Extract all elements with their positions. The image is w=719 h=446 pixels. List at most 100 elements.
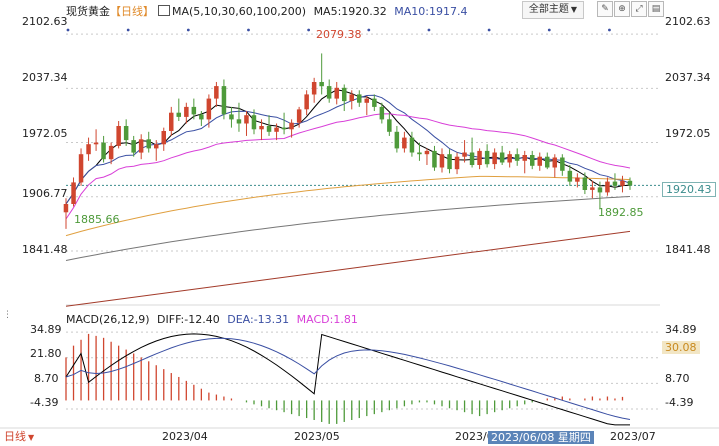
candle-body bbox=[454, 156, 460, 170]
event-marker bbox=[487, 28, 491, 32]
candle-body bbox=[394, 131, 400, 149]
candle-body bbox=[560, 157, 565, 171]
diff-line bbox=[65, 333, 630, 426]
ma-settings-icon[interactable] bbox=[158, 5, 170, 16]
add-indicator-icon[interactable]: ✎ bbox=[597, 1, 613, 17]
ma30-line bbox=[65, 113, 631, 220]
candle-body bbox=[214, 86, 219, 99]
candle-body bbox=[597, 187, 603, 193]
candle-body bbox=[319, 82, 324, 87]
candle-body bbox=[259, 126, 264, 130]
candle-body bbox=[582, 177, 588, 190]
candle-body bbox=[514, 154, 520, 161]
candle-body bbox=[138, 139, 144, 153]
y-tick-left: 2102.63 bbox=[22, 15, 68, 28]
candle-body bbox=[169, 112, 174, 131]
macd-tick-right: -4.39 bbox=[665, 396, 694, 409]
candle-body bbox=[342, 87, 347, 102]
candle-body bbox=[244, 115, 249, 124]
candle-body bbox=[176, 112, 181, 117]
candle-body bbox=[108, 145, 114, 160]
macd-highlight-tag: 30.08 bbox=[662, 341, 700, 354]
candle-body bbox=[296, 109, 302, 123]
macd-dea: DEA:-13.31 bbox=[227, 313, 290, 326]
candle-body bbox=[281, 127, 287, 130]
candle-body bbox=[432, 150, 437, 168]
candle-body bbox=[101, 142, 106, 160]
candle-body bbox=[439, 154, 445, 168]
candle-body bbox=[289, 122, 294, 130]
event-marker bbox=[427, 28, 431, 32]
candle-body bbox=[379, 106, 385, 120]
candle-body bbox=[154, 144, 159, 149]
candle-body bbox=[575, 177, 580, 182]
candle-body bbox=[357, 94, 362, 103]
candle-body bbox=[221, 86, 227, 115]
event-marker bbox=[126, 28, 130, 32]
chevron-down-icon: ▼ bbox=[28, 433, 35, 442]
y-tick-right: 1972.05 bbox=[665, 127, 711, 140]
event-marker bbox=[66, 28, 70, 32]
y-tick-left: 1972.05 bbox=[22, 127, 68, 140]
candle-body bbox=[206, 98, 212, 120]
candle-body bbox=[605, 181, 610, 193]
candle-body bbox=[86, 144, 91, 155]
macd-diff: DIFF:-12.40 bbox=[157, 313, 220, 326]
candle-body bbox=[251, 115, 257, 130]
current-price-tag: 1920.43 bbox=[662, 182, 716, 197]
candle-body bbox=[590, 187, 595, 190]
candle-body bbox=[184, 106, 189, 117]
period-tab[interactable]: 日线 ▼ bbox=[4, 431, 34, 442]
chevron-down-icon: ▼ bbox=[570, 5, 578, 14]
x-tick: 2023/07 bbox=[610, 430, 656, 443]
settings-icon[interactable]: ▤ bbox=[648, 1, 664, 17]
candle-body bbox=[349, 94, 354, 101]
candle-body bbox=[311, 82, 317, 95]
candle-body bbox=[402, 137, 407, 149]
candle-body bbox=[199, 114, 204, 120]
dea-line bbox=[65, 337, 631, 420]
ma5-value: MA5:1920.32 bbox=[313, 5, 387, 18]
low-price-label: 1892.85 bbox=[598, 206, 644, 219]
candle-body bbox=[424, 150, 430, 155]
x-tick: 2023/0 bbox=[455, 430, 494, 443]
event-marker bbox=[186, 28, 190, 32]
low-price-label: 1885.66 bbox=[74, 213, 120, 226]
candle-body bbox=[409, 137, 415, 153]
candle-body bbox=[131, 140, 136, 153]
candle-body bbox=[447, 154, 452, 170]
candle-body bbox=[236, 119, 242, 124]
candle-body bbox=[477, 150, 482, 165]
zoom-icon[interactable]: ⊕ bbox=[614, 1, 630, 17]
macd-tick-right: 34.89 bbox=[665, 323, 697, 336]
candle-body bbox=[78, 154, 84, 183]
candle-body bbox=[552, 157, 557, 168]
candle-body bbox=[612, 181, 618, 186]
macd-tick-right: 8.70 bbox=[665, 372, 690, 385]
candle-body bbox=[492, 152, 497, 165]
ma60-line bbox=[65, 175, 631, 237]
ma100-line bbox=[65, 196, 631, 261]
indicator-menu-icon[interactable]: ⋮ bbox=[3, 310, 12, 320]
candle-body bbox=[146, 139, 151, 149]
candle-body bbox=[567, 170, 573, 182]
candle-body bbox=[266, 126, 272, 132]
candle-body bbox=[627, 180, 633, 186]
expand-icon[interactable]: ⤢ bbox=[631, 1, 647, 17]
y-tick-left: 2037.34 bbox=[22, 71, 68, 84]
y-tick-right: 2037.34 bbox=[665, 71, 711, 84]
candle-body bbox=[63, 204, 69, 213]
theme-dropdown[interactable]: 全部主题 ▼ bbox=[522, 1, 584, 19]
macd-legend: MACD(26,12,9) DIFF:-12.40 DEA:-13.31 MAC… bbox=[66, 314, 358, 325]
ma10-value: MA10:1917.4 bbox=[394, 5, 468, 18]
macd-params: MACD(26,12,9) bbox=[66, 313, 150, 326]
candle-body bbox=[334, 87, 339, 99]
candle-body bbox=[530, 155, 535, 166]
candle-body bbox=[71, 182, 76, 204]
candle-body bbox=[537, 156, 542, 166]
candle-body bbox=[499, 152, 505, 163]
y-tick-right: 2102.63 bbox=[665, 15, 711, 28]
high-price-label: 2079.38 bbox=[316, 28, 362, 41]
